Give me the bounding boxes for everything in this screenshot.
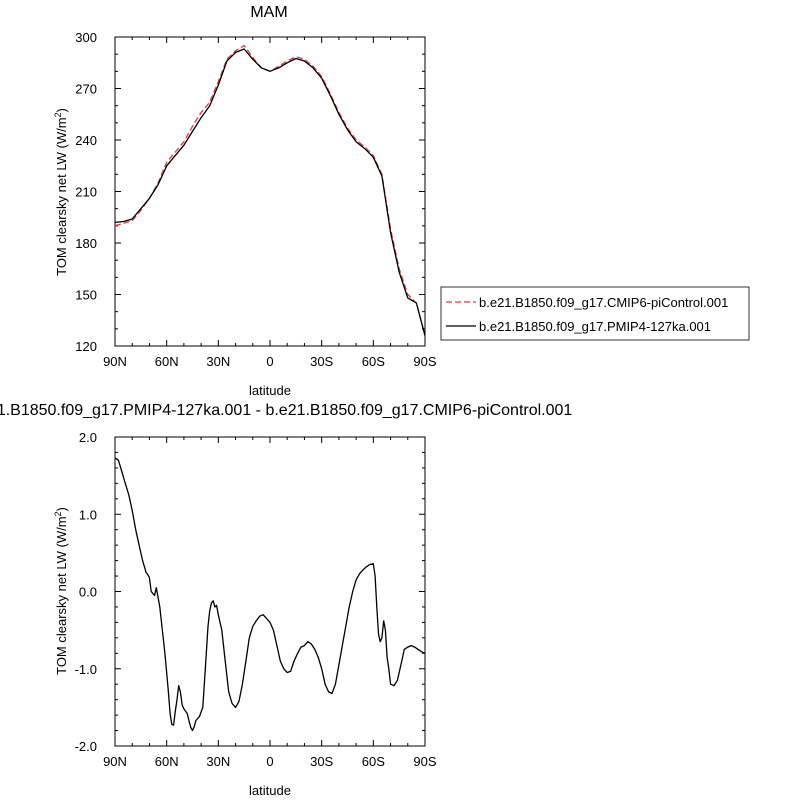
bottom-y-axis-label-end: ) (54, 507, 69, 511)
legend-entry-picontrol: b.e21.B1850.f09_g17.CMIP6-piControl.001 (479, 295, 728, 310)
top-x-axis-label: latitude (249, 383, 291, 398)
series-line-1-0 (114, 457, 426, 732)
x-tick-label: 30N (206, 354, 230, 369)
x-tick-label: 0 (266, 754, 273, 769)
legend-entry-127ka: b.e21.B1850.f09_g17.PMIP4-127ka.001 (479, 319, 711, 334)
top-axis-ticks: 90N 60N 30N 0 30S 60S 90S 120 150 180 210 240 270 300 (75, 30, 437, 369)
y-tick-label: 150 (75, 288, 97, 303)
y-tick-label: -2.0 (75, 739, 97, 754)
bottom-panel: b.e21.B1850.f09_g17.PMIP4-127ka.001 - b.… (0, 402, 572, 798)
top-series-group (114, 44, 426, 336)
top-y-axis-label-end: ) (54, 108, 69, 112)
x-tick-label: 90S (413, 754, 436, 769)
x-tick-label: 30N (206, 754, 230, 769)
bottom-axis-ticks: 90N 60N 30N 0 30S 60S 90S -2.0 -1.0 0.0 1.0 2.0 (75, 430, 437, 769)
series-line-0-0 (114, 44, 426, 336)
y-tick-label: 240 (75, 133, 97, 148)
top-y-axis-label-sup: 2 (53, 112, 63, 117)
legend: b.e21.B1850.f09_g17.CMIP6-piControl.001 … (440, 286, 750, 341)
x-tick-label: 30S (310, 754, 333, 769)
bottom-y-axis-label: TOM clearsky net LW (W/m2) (53, 507, 69, 675)
x-tick-label: 60S (362, 354, 385, 369)
y-tick-label: 180 (75, 236, 97, 251)
bottom-y-axis-label-sup: 2 (53, 511, 63, 516)
y-tick-label: 210 (75, 185, 97, 200)
top-plot-frame (114, 36, 426, 347)
x-tick-label: 60S (362, 754, 385, 769)
x-tick-label: 60N (155, 354, 179, 369)
bottom-plot-frame (114, 436, 426, 747)
y-tick-label: 120 (75, 339, 97, 354)
legend-box (440, 286, 750, 341)
y-tick-label: 0.0 (79, 585, 97, 600)
bottom-series-group (114, 457, 426, 732)
top-y-axis-label: TOM clearsky net LW (W/m2) (53, 108, 69, 276)
x-tick-label: 60N (155, 754, 179, 769)
bottom-x-axis-label: latitude (249, 783, 291, 798)
x-tick-label: 90S (413, 354, 436, 369)
x-tick-label: 90N (103, 354, 127, 369)
y-tick-label: -1.0 (75, 662, 97, 677)
bottom-y-axis-label-main: TOM clearsky net LW (W/m (54, 516, 69, 674)
top-panel: MAM 90N 60N 30N 0 30S 60S 90S 120 150 180 210 240 27… (53, 4, 750, 398)
top-y-axis-label-main: TOM clearsky net LW (W/m (54, 117, 69, 275)
series-line-0-1 (114, 48, 426, 336)
y-tick-label: 270 (75, 82, 97, 97)
top-chart-title: MAM (250, 4, 287, 21)
y-tick-label: 1.0 (79, 507, 97, 522)
x-tick-label: 90N (103, 754, 127, 769)
y-tick-label: 2.0 (79, 430, 97, 445)
x-tick-label: 30S (310, 354, 333, 369)
bottom-chart-title: b.e21.B1850.f09_g17.PMIP4-127ka.001 - b.… (0, 402, 572, 419)
y-tick-label: 300 (75, 30, 97, 45)
x-tick-label: 0 (266, 354, 273, 369)
